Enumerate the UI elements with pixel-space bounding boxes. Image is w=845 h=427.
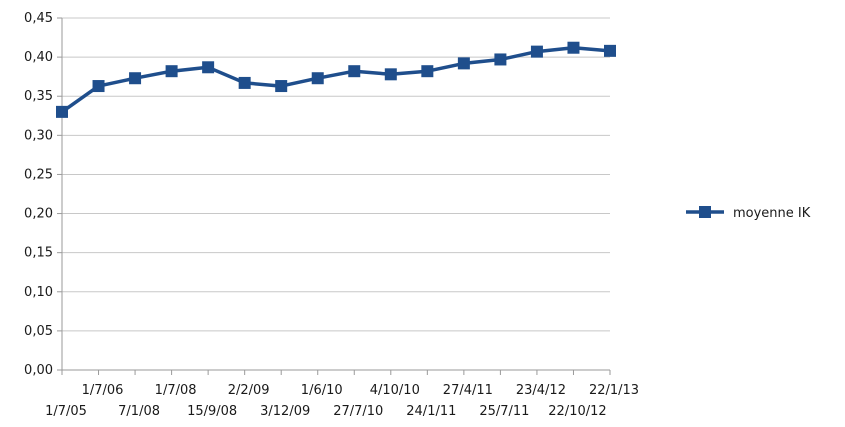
gridlines (62, 17, 610, 371)
x-tick-label: 15/9/08 (187, 404, 237, 419)
data-point (348, 65, 361, 78)
y-tick-label: 0,10 (24, 285, 53, 300)
axes (57, 17, 611, 375)
data-point (530, 45, 543, 58)
data-point (494, 53, 507, 66)
data-point (567, 41, 580, 54)
x-tick-label: 7/1/08 (118, 404, 160, 419)
x-tick-label: 22/10/12 (548, 404, 606, 419)
y-tick-label: 0,25 (24, 167, 53, 182)
y-tick-label: 0,35 (24, 89, 53, 104)
x-tick-label: 25/7/11 (479, 404, 529, 419)
data-point (202, 61, 215, 74)
x-tick-label: 1/6/10 (301, 383, 343, 398)
x-tick-label: 1/7/05 (45, 404, 87, 419)
data-point (457, 57, 470, 70)
series (56, 41, 616, 118)
y-tick-label: 0,05 (24, 324, 53, 339)
x-tick-labels: 1/7/05 1/7/06 7/1/08 1/7/08 15/9/08 2/2/09 3/1… (45, 383, 639, 419)
series-line (60, 45, 611, 114)
data-point (238, 76, 251, 89)
x-tick-label: 1/7/08 (155, 383, 197, 398)
y-tick-label: 0,45 (24, 11, 53, 26)
data-point (311, 72, 324, 85)
x-tick-label: 27/7/10 (333, 404, 383, 419)
data-point (421, 65, 434, 78)
x-tick-label: 2/2/09 (228, 383, 270, 398)
data-point (275, 80, 288, 93)
y-tick-labels: 0,00 0,05 0,10 0,15 0,20 0,25 0,30 0,35 0,40 0,45 (24, 11, 53, 378)
y-tick-label: 0,30 (24, 128, 53, 143)
data-point (384, 68, 397, 81)
legend-label: moyenne IK (733, 206, 811, 221)
legend-marker (699, 206, 711, 218)
x-tick-label: 23/4/12 (516, 383, 566, 398)
data-point (129, 72, 142, 85)
x-tick-label: 4/10/10 (370, 383, 420, 398)
y-tick-label: 0,15 (24, 246, 53, 261)
y-tick-label: 0,00 (24, 363, 53, 378)
data-point (56, 105, 68, 118)
x-tick-label: 1/7/06 (82, 383, 124, 398)
data-point (165, 65, 178, 78)
x-tick-label: 3/12/09 (260, 404, 310, 419)
data-point (92, 80, 105, 93)
x-tick-label: 27/4/11 (443, 383, 493, 398)
y-tick-label: 0,40 (24, 50, 53, 65)
y-tick-label: 0,20 (24, 207, 53, 222)
x-tick-label: 24/1/11 (406, 404, 456, 419)
legend: moyenne IK (686, 206, 811, 221)
x-tick-label: 22/1/13 (589, 383, 639, 398)
data-point (604, 44, 616, 57)
